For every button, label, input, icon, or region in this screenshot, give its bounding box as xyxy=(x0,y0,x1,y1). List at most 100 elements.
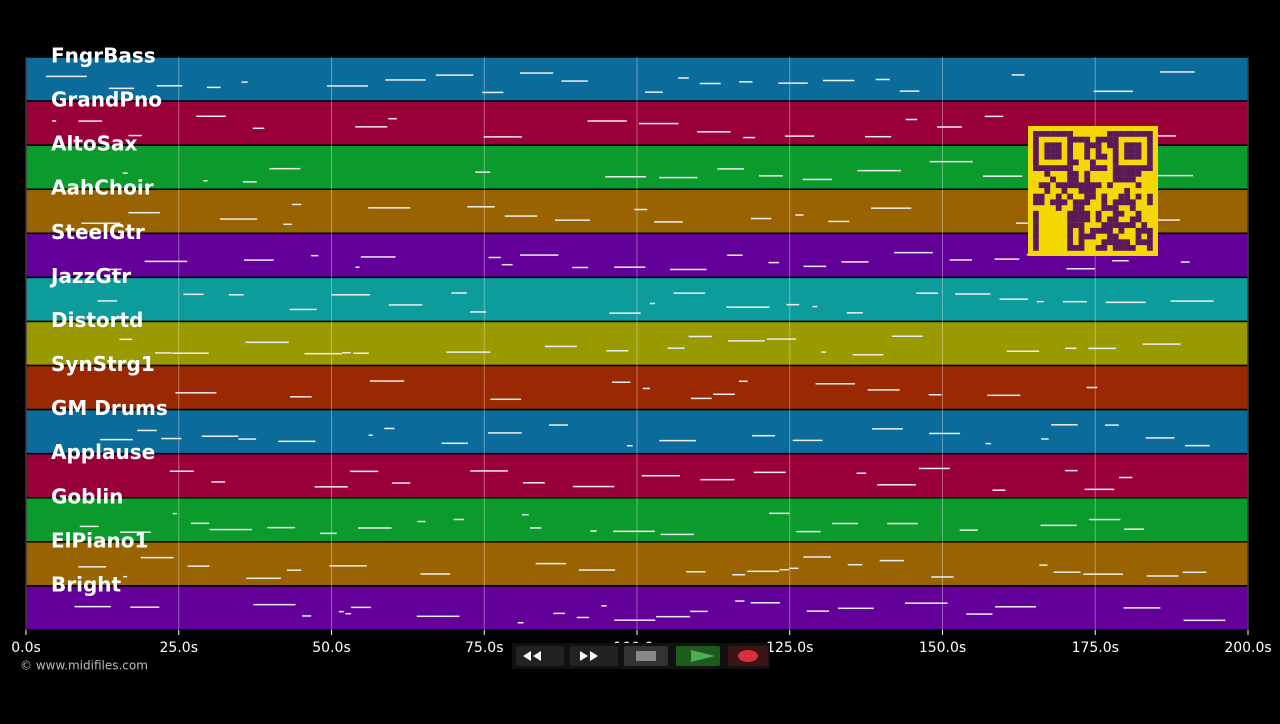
note xyxy=(203,180,208,182)
note xyxy=(245,341,289,344)
note xyxy=(79,525,99,528)
qr-module xyxy=(1055,199,1062,206)
qr-module xyxy=(1044,188,1051,194)
note xyxy=(435,74,474,76)
forward-button[interactable] xyxy=(570,646,618,666)
stop-button[interactable] xyxy=(624,646,668,666)
note xyxy=(1011,74,1025,76)
note xyxy=(553,612,566,615)
note xyxy=(743,136,756,139)
note xyxy=(735,600,745,602)
qr-module xyxy=(1135,239,1142,246)
notes xyxy=(46,71,1226,624)
note xyxy=(728,340,765,342)
qr-module xyxy=(1129,148,1136,154)
note xyxy=(887,522,918,525)
qr-module xyxy=(1033,148,1039,154)
rewind-button[interactable] xyxy=(516,646,564,666)
qr-module xyxy=(1072,222,1079,228)
icon xyxy=(636,651,656,661)
qr-module xyxy=(1061,165,1068,171)
note xyxy=(747,570,780,573)
track-name: GM Drums xyxy=(51,396,168,420)
note xyxy=(828,220,850,223)
qr-module xyxy=(1141,165,1148,171)
note xyxy=(1156,174,1193,177)
note xyxy=(291,203,302,206)
note xyxy=(727,254,743,256)
qr-module xyxy=(1095,136,1102,143)
qr-module xyxy=(1067,245,1073,251)
note xyxy=(786,303,800,306)
qr-module xyxy=(1050,176,1056,183)
note xyxy=(206,86,221,89)
qr-module xyxy=(1033,210,1039,217)
tick-label: 125.0s xyxy=(766,640,813,656)
note xyxy=(169,470,194,472)
note xyxy=(388,117,397,120)
qr-code xyxy=(1028,126,1158,256)
note xyxy=(614,266,646,268)
qr-module xyxy=(1141,222,1148,228)
qr-module xyxy=(1112,216,1119,223)
note xyxy=(778,82,808,84)
note xyxy=(899,90,920,92)
qr-module xyxy=(1095,182,1102,189)
qr-module xyxy=(1124,165,1130,171)
qr-module xyxy=(1124,170,1130,177)
icon xyxy=(580,651,598,661)
note xyxy=(667,347,685,349)
qr-module xyxy=(1067,142,1073,149)
qr-module xyxy=(1084,216,1091,223)
track-name: SynStrg1 xyxy=(51,352,155,376)
note xyxy=(1119,476,1133,479)
note xyxy=(1065,347,1077,350)
qr-module xyxy=(1107,216,1113,223)
qr-module xyxy=(1084,142,1091,149)
qr-module xyxy=(1124,131,1130,137)
qr-module xyxy=(1055,193,1062,200)
qr-module xyxy=(1124,193,1130,200)
qr-module xyxy=(1101,136,1108,143)
track-name: Goblin xyxy=(51,484,123,508)
tick-label: 0.0s xyxy=(11,640,41,656)
note xyxy=(673,292,706,294)
note xyxy=(319,532,337,535)
note xyxy=(688,335,712,338)
note xyxy=(530,527,542,529)
qr-module xyxy=(1101,245,1108,251)
note xyxy=(252,127,265,130)
note xyxy=(490,398,522,401)
note xyxy=(1157,219,1181,221)
qr-module xyxy=(1078,222,1085,228)
track-lane xyxy=(25,364,1249,411)
qr-module xyxy=(1118,245,1125,251)
qr-module xyxy=(1118,131,1125,137)
qr-module xyxy=(1124,153,1130,160)
qr-module xyxy=(1078,216,1085,223)
qr-module xyxy=(1101,153,1108,160)
qr-module xyxy=(1072,136,1079,143)
record-button[interactable] xyxy=(728,646,768,666)
note xyxy=(353,352,369,354)
note xyxy=(641,474,680,477)
qr-module xyxy=(1033,199,1039,206)
note xyxy=(520,72,554,74)
note xyxy=(831,522,858,525)
note xyxy=(360,256,396,258)
note xyxy=(1104,424,1119,426)
qr-module xyxy=(1112,205,1119,211)
note xyxy=(753,471,786,474)
qr-module xyxy=(1147,227,1153,234)
qr-module xyxy=(1141,239,1148,246)
play-button[interactable] xyxy=(676,646,720,666)
qr-module xyxy=(1112,159,1119,166)
qr-module xyxy=(1101,239,1108,246)
qr-module xyxy=(1050,153,1056,160)
qr-module xyxy=(1050,131,1056,137)
qr-module xyxy=(1112,142,1119,149)
note xyxy=(750,602,781,604)
note xyxy=(669,268,707,271)
qr-module xyxy=(1044,131,1051,137)
note xyxy=(302,615,312,617)
